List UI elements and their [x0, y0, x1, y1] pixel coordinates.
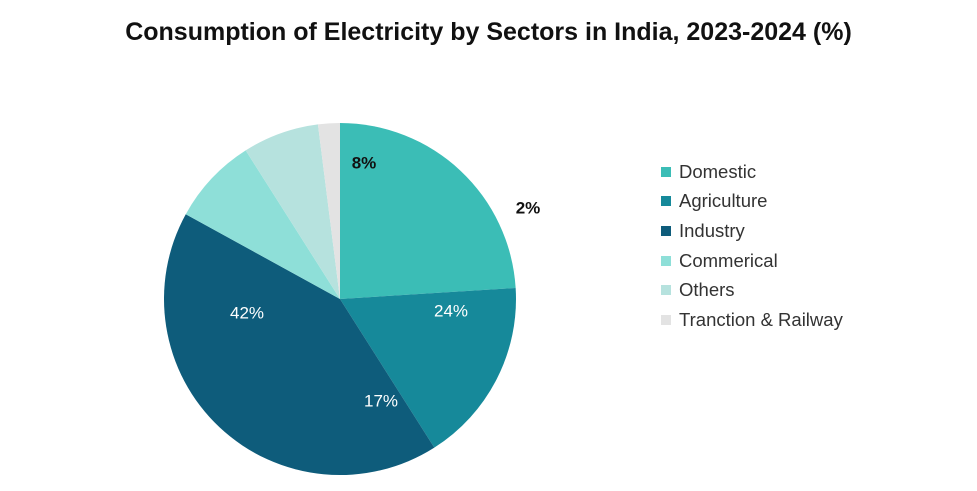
- pie-slice-others: [245, 124, 340, 299]
- pie-slices: [163, 123, 516, 476]
- slice-label: 8%: [352, 153, 377, 172]
- slice-label: 17%: [364, 391, 398, 410]
- chart-legend: Domestic Agriculture Industry Commerical Oth…: [661, 157, 843, 335]
- pie-slice-domestic: [340, 123, 516, 299]
- pie-slice-commerical: [185, 150, 340, 299]
- legend-item: Tranction & Railway: [661, 305, 843, 335]
- legend-label: Domestic: [679, 160, 757, 182]
- legend-label: Industry: [679, 219, 745, 241]
- legend-item: Domestic: [661, 157, 843, 187]
- pie-slice-tranction-railway: [317, 123, 340, 299]
- legend-label: Agriculture: [679, 190, 768, 212]
- legend-label: Others: [679, 279, 735, 301]
- legend-swatch: [661, 285, 671, 296]
- legend-swatch: [661, 255, 671, 266]
- legend-swatch: [661, 166, 671, 177]
- legend-item: Others: [661, 275, 843, 305]
- legend-label: Tranction & Railway: [679, 308, 843, 330]
- slice-label: 2%: [516, 198, 541, 217]
- legend-item: Agriculture: [661, 187, 843, 217]
- pie-slice-industry: [163, 214, 435, 476]
- legend-swatch: [661, 314, 671, 325]
- legend-swatch: [661, 196, 671, 207]
- legend-item: Commerical: [661, 246, 843, 276]
- pie-slice-labels: 24% 17% 42% 8% 2%: [230, 153, 540, 410]
- pie-slice-agriculture: [340, 287, 516, 448]
- legend-swatch: [661, 225, 671, 236]
- slice-label: 42%: [230, 303, 264, 322]
- chart-title: Consumption of Electricity by Sectors in…: [125, 18, 852, 46]
- legend-label: Commerical: [679, 249, 778, 271]
- legend-item: Industry: [661, 216, 843, 246]
- slice-label: 24%: [434, 301, 468, 320]
